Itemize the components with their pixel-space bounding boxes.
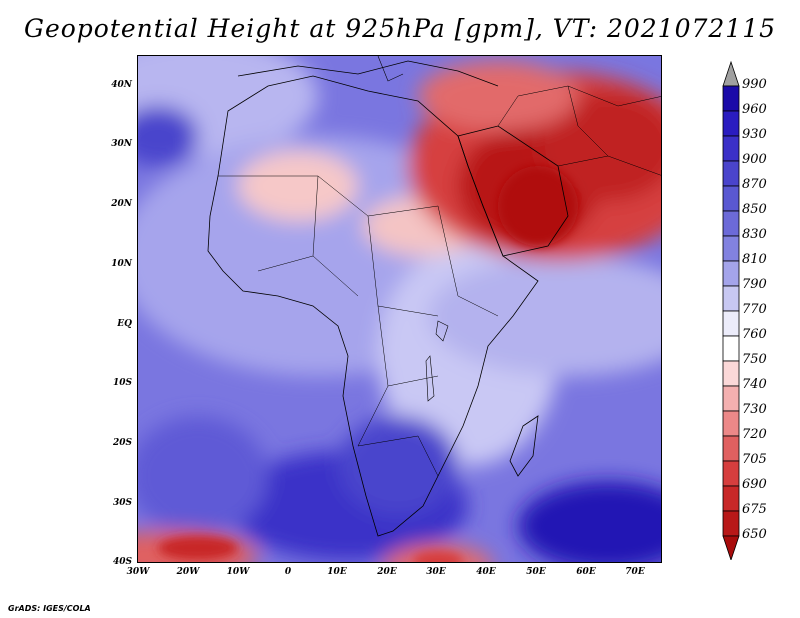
colorbar-swatch <box>722 210 740 237</box>
triangle-up-icon <box>722 60 740 87</box>
triangle-down-icon <box>722 535 740 560</box>
lat-tick: 10S <box>112 378 132 388</box>
colorbar-label: 900 <box>742 152 767 167</box>
colorbar-swatch <box>722 435 740 462</box>
colorbar-label: 650 <box>742 527 767 542</box>
colorbar-label: 675 <box>742 502 767 517</box>
lon-tick: 20W <box>176 567 200 577</box>
colorbar-label: 810 <box>742 252 767 267</box>
colorbar <box>722 60 740 560</box>
colorbar-label: 930 <box>742 127 767 142</box>
lon-tick: 30W <box>126 567 150 577</box>
colorbar-label: 870 <box>742 177 767 192</box>
colorbar-label: 790 <box>742 277 767 292</box>
credit-text: GrADS: IGES/COLA <box>8 604 91 613</box>
lon-tick: 20E <box>377 567 397 577</box>
colorbar-swatch <box>722 260 740 287</box>
colorbar-label: 705 <box>742 452 767 467</box>
colorbar-swatch <box>722 285 740 312</box>
colorbar-swatch <box>722 485 740 512</box>
lon-tick: 60E <box>576 567 596 577</box>
colorbar-label: 770 <box>742 302 767 317</box>
lon-tick: 40E <box>476 567 496 577</box>
colorbar-swatch <box>722 460 740 487</box>
lat-tick: 30N <box>111 139 132 149</box>
lat-tick: EQ <box>117 319 132 329</box>
colorbar-label: 690 <box>742 477 767 492</box>
lat-tick: 20S <box>112 438 132 448</box>
colorbar-label: 740 <box>742 377 767 392</box>
lon-tick: 50E <box>526 567 546 577</box>
lon-tick: 30E <box>426 567 446 577</box>
colorbar-swatch <box>722 310 740 337</box>
colorbar-swatch <box>722 360 740 387</box>
colorbar-swatch <box>722 185 740 212</box>
colorbar-swatch <box>722 135 740 162</box>
map-field <box>138 56 661 562</box>
lat-tick: 30S <box>112 498 132 508</box>
chart-title: Geopotential Height at 925hPa [gpm], VT:… <box>23 14 777 43</box>
lat-tick: 20N <box>111 199 132 209</box>
colorbar-label: 830 <box>742 227 767 242</box>
colorbar-swatch <box>722 160 740 187</box>
colorbar-swatch <box>722 335 740 362</box>
colorbar-label: 750 <box>742 352 767 367</box>
lat-tick: 40S <box>112 557 132 567</box>
lon-tick: 70E <box>625 567 645 577</box>
colorbar-swatch <box>722 85 740 112</box>
colorbar-label: 960 <box>742 102 767 117</box>
colorbar-label: 760 <box>742 327 767 342</box>
colorbar-swatch <box>722 110 740 137</box>
colorbar-swatch <box>722 385 740 412</box>
lon-tick: 0 <box>284 567 292 577</box>
madagascar-coastline <box>509 415 539 477</box>
colorbar-label: 990 <box>742 77 767 92</box>
arabia-coastline <box>457 125 569 257</box>
colorbar-label: 730 <box>742 402 767 417</box>
colorbar-swatch <box>722 235 740 262</box>
lon-tick: 10W <box>226 567 250 577</box>
colorbar-swatch <box>722 510 740 537</box>
colorbar-label: 720 <box>742 427 767 442</box>
colorbar-label: 850 <box>742 202 767 217</box>
map-area <box>137 55 662 563</box>
lat-tick: 10N <box>111 259 132 269</box>
lon-tick: 10E <box>327 567 347 577</box>
colorbar-swatch <box>722 410 740 437</box>
lat-tick: 40N <box>111 80 132 90</box>
